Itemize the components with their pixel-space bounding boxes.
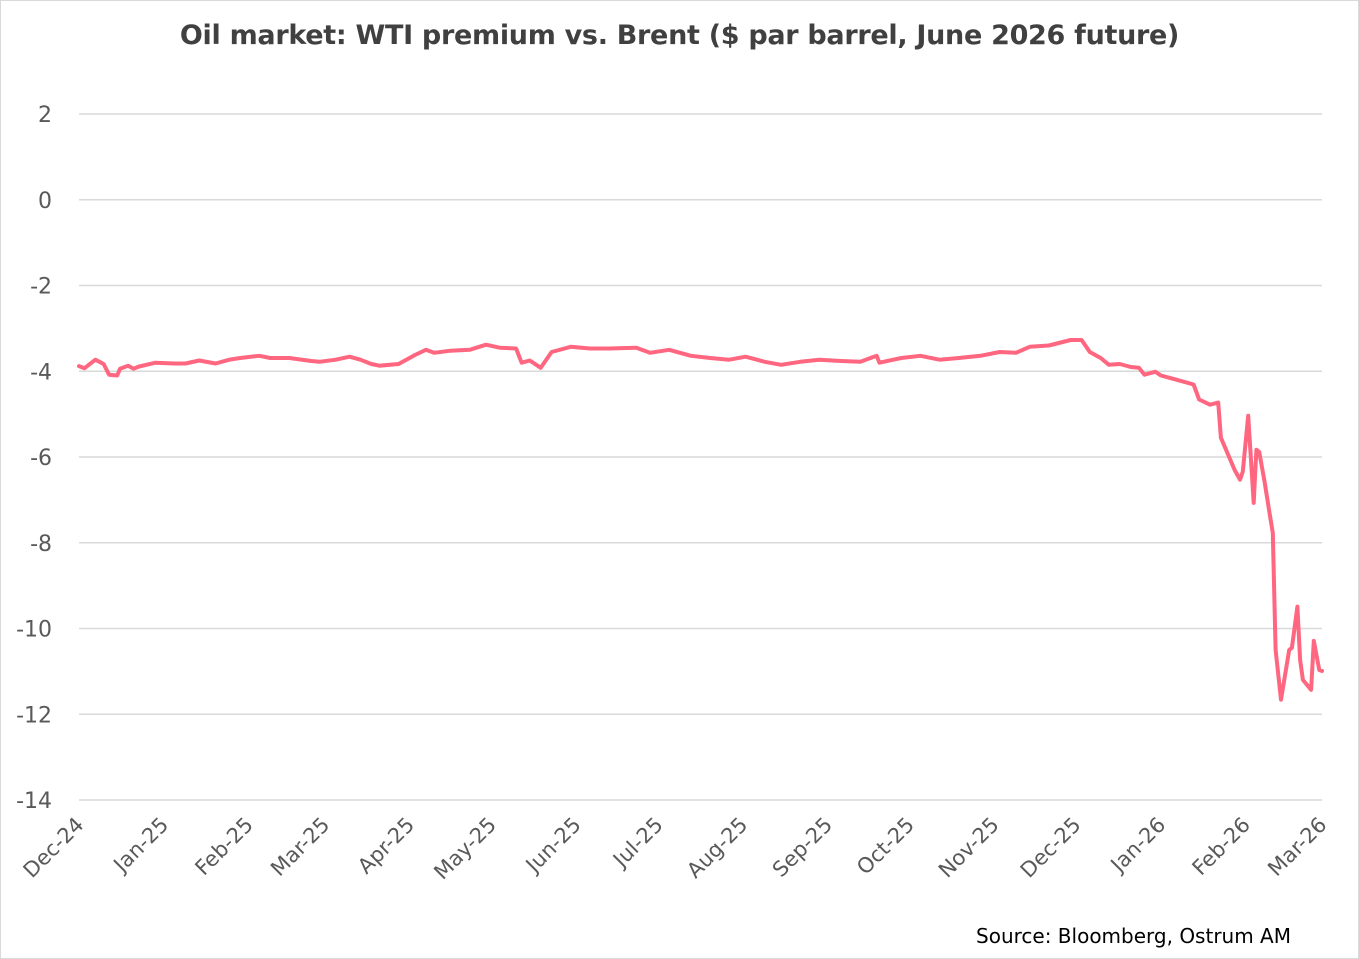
y-tick-label: -10: [16, 618, 52, 643]
x-tick-label: Mar-25: [266, 813, 334, 881]
x-tick-label: Jan-26: [1105, 813, 1171, 879]
x-tick-label: Feb-25: [190, 813, 258, 881]
x-tick-label: Sep-25: [768, 813, 837, 882]
y-tick-label: 2: [38, 103, 52, 128]
x-tick-label: Apr-25: [353, 813, 419, 879]
y-tick-label: -8: [30, 532, 52, 557]
chart-title: Oil market: WTI premium vs. Brent ($ par…: [179, 20, 1180, 51]
y-tick-label: -12: [16, 703, 52, 728]
x-tick-label: Dec-25: [1016, 813, 1086, 883]
y-tick-label: -2: [30, 275, 52, 300]
y-tick-label: -6: [30, 446, 52, 471]
x-tick-label: Feb-26: [1188, 813, 1256, 881]
x-tick-label: Dec-24: [19, 813, 89, 883]
y-tick-label: -4: [30, 360, 52, 385]
x-tick-label: Nov-25: [934, 813, 1004, 883]
x-tick-label: May-25: [429, 813, 501, 885]
x-tick-label: Aug-25: [682, 813, 752, 883]
y-tick-label: 0: [38, 189, 52, 214]
y-tick-label: -14: [16, 789, 52, 814]
x-tick-label: Jul-25: [607, 813, 668, 874]
series-line-wti-brent-spread: [77, 338, 1324, 702]
x-tick-label: Mar-26: [1263, 813, 1331, 881]
x-tick-label: Jun-25: [520, 813, 586, 879]
x-tick-label: Oct-25: [852, 813, 919, 880]
x-tick-label: Jan-25: [108, 813, 174, 879]
source-note: Source: Bloomberg, Ostrum AM: [976, 924, 1291, 948]
